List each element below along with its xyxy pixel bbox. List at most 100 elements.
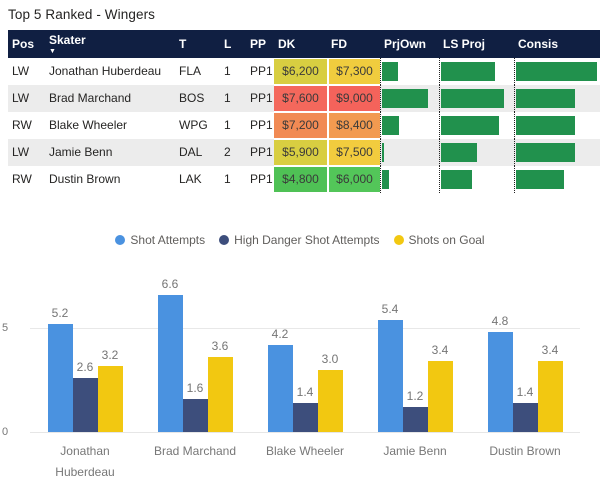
- cell-consistency-bar[interactable]: [514, 85, 600, 112]
- column-header-skater[interactable]: Skater ▼: [45, 30, 175, 58]
- cell-fd-salary[interactable]: $8,400: [327, 112, 380, 139]
- cell-projected-ownership-bar[interactable]: [380, 85, 439, 112]
- cell-projected-ownership-bar[interactable]: [380, 166, 439, 193]
- category-label: Brad Marchand: [153, 444, 237, 458]
- plot-area: 5.2 2.6 3.2 6.6 1.6 3.6 4.2 1.4 3.0 5.4 1.2 3.4 4.8 1…: [30, 267, 580, 433]
- cell-lsproj-bar[interactable]: [439, 139, 514, 166]
- column-header-fd[interactable]: FD: [327, 30, 380, 58]
- cell-consistency-bar[interactable]: [514, 139, 600, 166]
- cell-skater-name[interactable]: Brad Marchand: [45, 85, 175, 112]
- bar-shot-attempts[interactable]: [157, 295, 183, 432]
- cell-projected-ownership-bar[interactable]: [380, 112, 439, 139]
- data-label: 5.4: [381, 301, 399, 316]
- cell-skater-name[interactable]: Jamie Benn: [45, 139, 175, 166]
- legend-label: Shots on Goal: [408, 233, 485, 247]
- cell-dk-salary[interactable]: $6,200: [274, 58, 327, 85]
- cell-consistency-bar[interactable]: [514, 166, 600, 193]
- cell-team[interactable]: DAL: [175, 139, 220, 166]
- cell-consistency-bar[interactable]: [514, 58, 600, 85]
- cell-fd-salary[interactable]: $7,300: [327, 58, 380, 85]
- cell-team[interactable]: FLA: [175, 58, 220, 85]
- cell-line[interactable]: 1: [220, 85, 246, 112]
- chart-legend: Shot Attempts High Danger Shot Attempts Sh…: [0, 232, 600, 248]
- green-databar: [441, 89, 504, 108]
- bar-shots-on-goal[interactable]: [427, 361, 453, 432]
- bar-shot-attempts[interactable]: [487, 332, 513, 432]
- bar-shots-on-goal[interactable]: [537, 361, 563, 432]
- cell-dk-salary[interactable]: $4,800: [274, 166, 327, 193]
- bar-shots-on-goal[interactable]: [207, 357, 233, 432]
- cell-position[interactable]: RW: [8, 112, 45, 139]
- data-label: 1.2: [406, 389, 424, 404]
- data-label: 4.8: [491, 314, 509, 329]
- sort-descending-icon[interactable]: ▼: [49, 47, 56, 55]
- data-label: 3.2: [101, 347, 119, 362]
- cell-position[interactable]: RW: [8, 166, 45, 193]
- column-header-pp[interactable]: PP: [246, 30, 274, 58]
- cell-lsproj-bar[interactable]: [439, 85, 514, 112]
- cell-powerplay-unit[interactable]: PP1: [246, 85, 274, 112]
- column-header-label: FD: [331, 37, 347, 51]
- column-header-consis[interactable]: Consis: [514, 30, 600, 58]
- cell-projected-ownership-bar[interactable]: [380, 58, 439, 85]
- bar-shot-attempts[interactable]: [377, 319, 403, 432]
- legend-item[interactable]: Shot Attempts: [115, 233, 205, 247]
- bar-group: 6.6 1.6 3.6: [157, 267, 233, 432]
- cell-powerplay-unit[interactable]: PP1: [246, 166, 274, 193]
- cell-line[interactable]: 1: [220, 112, 246, 139]
- bar-shots-on-goal[interactable]: [97, 365, 123, 432]
- y-axis-tick-label: 5: [2, 322, 9, 335]
- cell-fd-salary[interactable]: $9,000: [327, 85, 380, 112]
- cell-position[interactable]: LW: [8, 85, 45, 112]
- bar-wrap: 3.0: [317, 352, 343, 432]
- cell-skater-name[interactable]: Jonathan Huberdeau: [45, 58, 175, 85]
- bar-shot-attempts[interactable]: [267, 344, 293, 432]
- bar-shots-on-goal[interactable]: [317, 369, 343, 432]
- cell-lsproj-bar[interactable]: [439, 166, 514, 193]
- x-axis-labels: Jonathan Huberdeau Brad Marchand Blake Whe…: [30, 441, 580, 483]
- cell-projected-ownership-bar[interactable]: [380, 139, 439, 166]
- cell-line[interactable]: 1: [220, 166, 246, 193]
- legend-item[interactable]: High Danger Shot Attempts: [219, 233, 380, 247]
- legend-item[interactable]: Shots on Goal: [393, 233, 485, 247]
- column-header-t[interactable]: T: [175, 30, 220, 58]
- cell-skater-name[interactable]: Dustin Brown: [45, 166, 175, 193]
- cell-lsproj-bar[interactable]: [439, 112, 514, 139]
- bar-shot-attempts[interactable]: [47, 324, 73, 432]
- column-header-dk[interactable]: DK: [274, 30, 327, 58]
- cell-skater-name[interactable]: Blake Wheeler: [45, 112, 175, 139]
- column-header-pos[interactable]: Pos: [8, 30, 45, 58]
- gridline: [30, 328, 580, 330]
- cell-dk-salary[interactable]: $5,900: [274, 139, 327, 166]
- cell-powerplay-unit[interactable]: PP1: [246, 112, 274, 139]
- column-header-lsproj[interactable]: LS Proj: [439, 30, 514, 58]
- cell-powerplay-unit[interactable]: PP1: [246, 58, 274, 85]
- cell-position[interactable]: LW: [8, 139, 45, 166]
- green-databar: [382, 89, 428, 108]
- cell-dk-salary[interactable]: $7,200: [274, 112, 327, 139]
- page-title: Top 5 Ranked - Wingers: [8, 7, 156, 22]
- rankings-table: Pos Skater ▼ T L PP DK FD PrjOwn LS Proj Consis LW J…: [8, 30, 600, 193]
- column-header-label: T: [179, 37, 187, 51]
- cell-powerplay-unit[interactable]: PP1: [246, 139, 274, 166]
- bar-high-danger-shot-attempts[interactable]: [512, 402, 538, 432]
- bar-high-danger-shot-attempts[interactable]: [72, 378, 98, 432]
- column-header-l[interactable]: L: [220, 30, 246, 58]
- cell-lsproj-bar[interactable]: [439, 58, 514, 85]
- cell-team[interactable]: BOS: [175, 85, 220, 112]
- legend-dot: [393, 235, 404, 245]
- cell-line[interactable]: 2: [220, 139, 246, 166]
- cell-line[interactable]: 1: [220, 58, 246, 85]
- cell-dk-salary[interactable]: $7,600: [274, 85, 327, 112]
- cell-position[interactable]: LW: [8, 58, 45, 85]
- cell-fd-salary[interactable]: $7,500: [327, 139, 380, 166]
- bar-high-danger-shot-attempts[interactable]: [292, 402, 318, 432]
- cell-fd-salary[interactable]: $6,000: [327, 166, 380, 193]
- column-header-prjown[interactable]: PrjOwn: [380, 30, 439, 58]
- bar-high-danger-shot-attempts[interactable]: [402, 407, 428, 432]
- cell-consistency-bar[interactable]: [514, 112, 600, 139]
- cell-team[interactable]: LAK: [175, 166, 220, 193]
- cell-team[interactable]: WPG: [175, 112, 220, 139]
- bar-high-danger-shot-attempts[interactable]: [182, 398, 208, 432]
- bar-wrap: 2.6: [72, 360, 98, 432]
